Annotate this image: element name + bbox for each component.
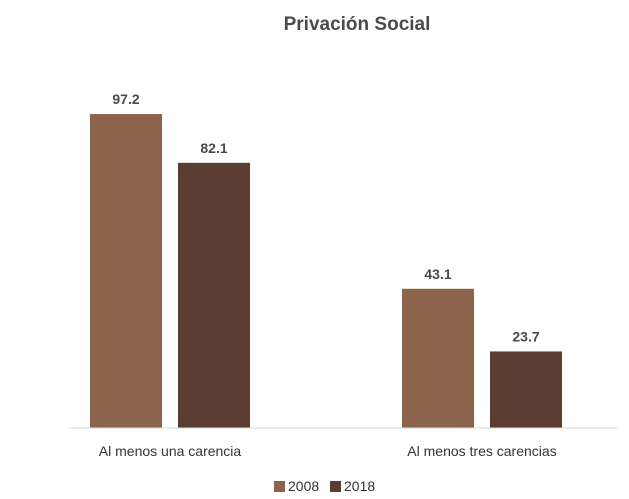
category-ticks-layer: Al menos una carencia Al menos tres caren… bbox=[99, 443, 557, 459]
legend-label-2018: 2018 bbox=[344, 478, 375, 494]
chart-title: Privación Social bbox=[284, 14, 431, 35]
legend-swatch-2008 bbox=[274, 481, 285, 492]
bar-2018-2 bbox=[490, 351, 562, 428]
legend-swatch-2018 bbox=[330, 481, 341, 492]
legend: 2008 2018 bbox=[274, 478, 375, 494]
bar-2008-2 bbox=[402, 288, 474, 428]
data-label-2008-2: 43.1 bbox=[424, 266, 451, 282]
data-label-2018-1: 82.1 bbox=[200, 140, 227, 156]
data-label-2018-2: 23.7 bbox=[512, 328, 539, 344]
data-label-2008-1: 97.2 bbox=[112, 91, 139, 107]
bar-2018-1 bbox=[178, 162, 250, 428]
category-label-1: Al menos una carencia bbox=[99, 443, 242, 459]
category-label-2: Al menos tres carencias bbox=[407, 443, 556, 459]
bars-layer bbox=[90, 114, 562, 428]
data-labels-layer: 97.2 82.1 43.1 23.7 bbox=[112, 91, 539, 344]
legend-label-2008: 2008 bbox=[288, 478, 319, 494]
bar-2008-1 bbox=[90, 114, 162, 428]
